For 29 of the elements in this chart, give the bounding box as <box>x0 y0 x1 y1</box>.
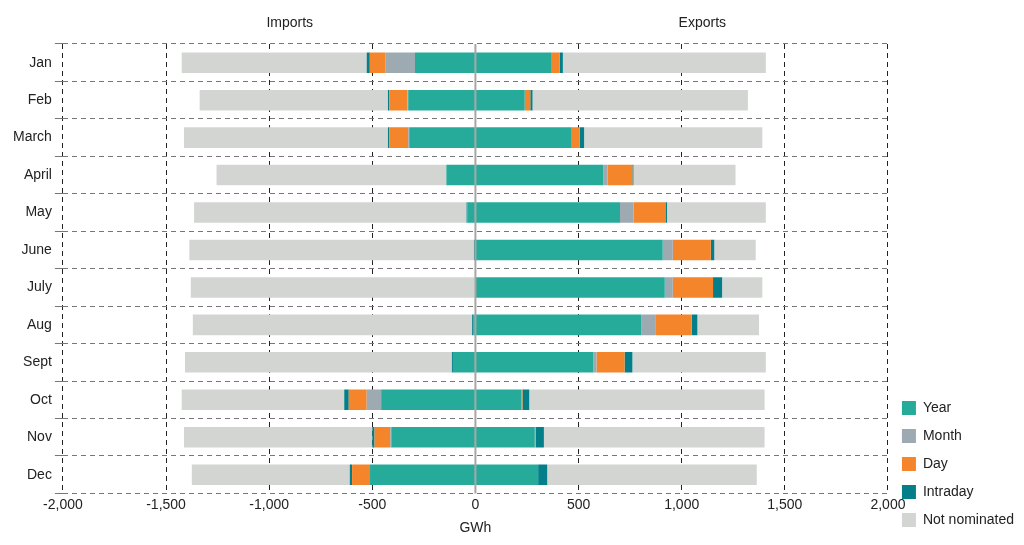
x-tick-label: 1,500 <box>767 495 803 512</box>
x-tick-label: 2,000 <box>870 495 906 512</box>
legend-label: Not nominated <box>922 510 1015 527</box>
legend-label: Month <box>922 426 962 443</box>
y-tick-label: Oct <box>30 390 52 407</box>
x-tick-label: -2,000 <box>43 495 83 512</box>
y-tick-label: Jan <box>29 53 52 70</box>
y-tick-label: Feb <box>27 91 53 108</box>
legend-label: Intraday <box>922 482 974 499</box>
x-tick-label: -500 <box>358 495 387 512</box>
y-tick-label: April <box>23 165 52 182</box>
y-tick-label: March <box>12 128 52 145</box>
x-axis-title: GWh <box>459 519 492 536</box>
y-tick-label: Sept <box>23 353 52 370</box>
y-tick-label: June <box>21 240 53 257</box>
text: Imports <box>266 13 314 30</box>
y-tick-label: Nov <box>26 428 52 445</box>
legend-label: Year <box>922 398 952 415</box>
y-tick-label: July <box>26 278 52 295</box>
legend-label: Day <box>922 454 948 471</box>
x-tick-label: -1,000 <box>249 495 290 512</box>
y-tick-label: May <box>25 203 52 220</box>
x-tick-label: 0 <box>471 495 480 512</box>
y-tick-label: Dec <box>26 465 52 482</box>
y-tick-label: Aug <box>26 315 52 332</box>
x-tick-label: -1,500 <box>146 495 187 512</box>
text: Exports <box>678 13 727 30</box>
x-tick-label: 1,000 <box>664 495 700 512</box>
x-tick-label: 500 <box>566 495 591 512</box>
